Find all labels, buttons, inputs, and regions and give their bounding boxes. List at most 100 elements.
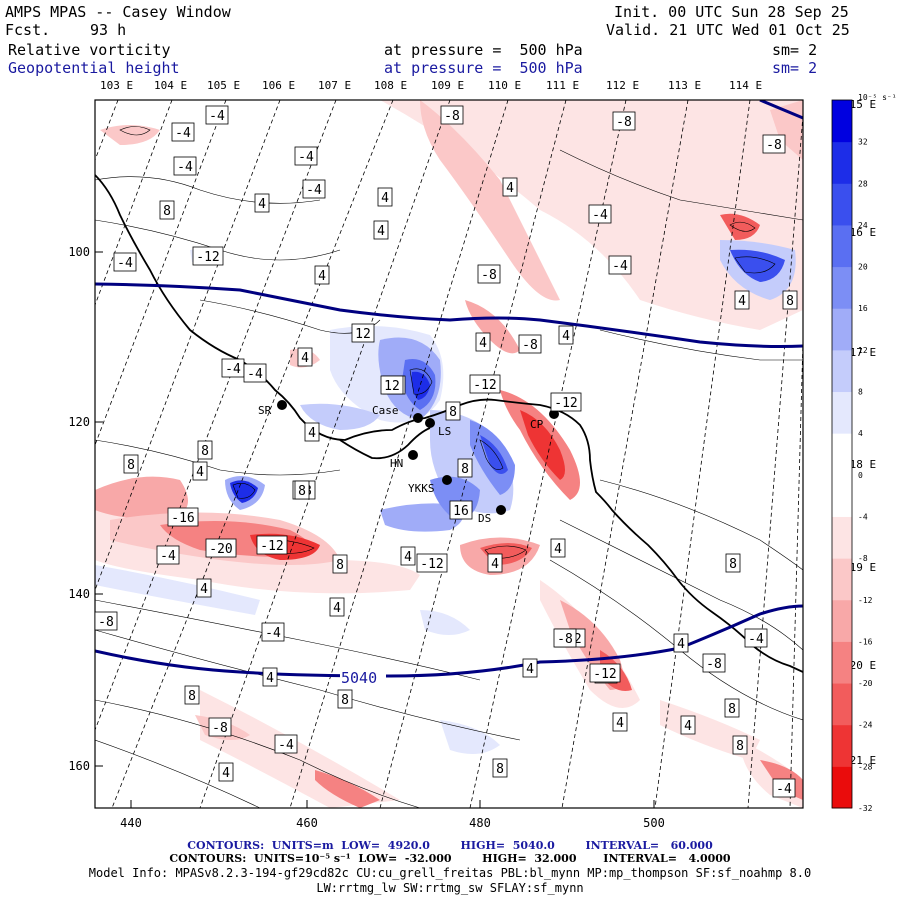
contour-label-box bbox=[302, 179, 326, 199]
contour-label-text: -4 bbox=[306, 183, 322, 198]
contour-label-box bbox=[522, 658, 538, 678]
contour-label-text: 8 bbox=[341, 693, 349, 708]
contour-label: 4 bbox=[314, 265, 330, 285]
contour-label: 12 bbox=[351, 323, 375, 343]
colorbar-segment bbox=[832, 766, 852, 809]
forecast-label: Fcst. bbox=[5, 21, 51, 39]
colorbar-tick-label: 8 bbox=[858, 388, 863, 397]
contour-label: -4 bbox=[744, 628, 768, 648]
colorbar-tick-label: -20 bbox=[858, 679, 873, 688]
contour-label-box bbox=[208, 717, 232, 737]
contour-label: 4 bbox=[400, 546, 416, 566]
contour-label-box bbox=[782, 290, 798, 310]
map-frame bbox=[94, 99, 804, 809]
contour-label-text: 8 bbox=[188, 689, 196, 704]
contour-label-text: -8 bbox=[481, 268, 497, 283]
contour-label: -12 bbox=[469, 374, 501, 394]
lon-label: 111 E bbox=[546, 79, 580, 92]
field2-name: Geopotential height bbox=[8, 59, 180, 77]
contour-label: -4 bbox=[261, 622, 285, 642]
contour-label-text: -12 bbox=[260, 539, 283, 554]
contour-label-box bbox=[558, 325, 574, 345]
field1-smoothing: sm= 2 bbox=[772, 41, 818, 59]
contour-label-box bbox=[673, 633, 689, 653]
height-contour-label: 5040 bbox=[341, 669, 377, 687]
contour-label: 12 bbox=[382, 375, 406, 395]
lon-label: 108 E bbox=[374, 79, 408, 92]
station-label-ls: LS bbox=[438, 425, 451, 438]
station-dot-cp bbox=[549, 409, 559, 419]
contour-label-box bbox=[171, 122, 195, 142]
field1-name: Relative vorticity bbox=[8, 41, 171, 59]
contour-label-box bbox=[416, 553, 448, 573]
contour-label: -8 bbox=[440, 105, 464, 125]
contour-label-box bbox=[612, 712, 628, 732]
contour-label-text: -4 bbox=[177, 160, 193, 175]
contour-label-text: 4 bbox=[333, 601, 341, 616]
colorbar-tick-label: 20 bbox=[858, 263, 868, 272]
contour-label: 4 bbox=[487, 553, 503, 573]
contour-label: -4 bbox=[156, 545, 180, 565]
station-dot-ykks bbox=[442, 475, 452, 485]
contour-label-text: 4 bbox=[258, 197, 266, 212]
contour-label-text: 4 bbox=[381, 191, 389, 206]
contour-label-text: 4 bbox=[562, 329, 570, 344]
station-label-ds: DS bbox=[478, 512, 491, 525]
vorticity-contours bbox=[95, 126, 803, 808]
lon-label: 106 E bbox=[262, 79, 296, 92]
contour-label-text: -12 bbox=[558, 632, 581, 647]
colorbar-tick-label: 0 bbox=[858, 471, 863, 480]
colorbar-segment bbox=[832, 308, 852, 351]
lon-label: 109 E bbox=[431, 79, 465, 92]
coastline bbox=[95, 174, 803, 673]
forecast-hour: 93 h bbox=[90, 21, 127, 39]
contour-label-box bbox=[329, 597, 345, 617]
contour-label-box bbox=[469, 374, 501, 394]
contour-label-box bbox=[457, 458, 473, 478]
colorbar-segment bbox=[832, 391, 852, 434]
contour-label: -8 bbox=[762, 134, 786, 154]
lon-label-right: 120 E bbox=[843, 659, 877, 672]
station-label-ykks: YKKS bbox=[408, 482, 435, 495]
contour-label-text: 4 bbox=[308, 426, 316, 441]
contour-label-box bbox=[608, 255, 632, 275]
contour-label: 4 bbox=[192, 461, 208, 481]
contour-label-text: 4 bbox=[377, 224, 385, 239]
contour-label-text: 8 bbox=[729, 557, 737, 572]
station-label-sr: SR bbox=[258, 404, 272, 417]
contour-label: -8 bbox=[702, 653, 726, 673]
contour-label: -8 bbox=[94, 611, 118, 631]
colorbar-tick-label: 28 bbox=[858, 179, 868, 188]
colorbar-segment bbox=[832, 599, 852, 642]
contour-label: -8 bbox=[292, 480, 316, 500]
contour-label-box bbox=[205, 538, 237, 558]
contour-label: -12 bbox=[554, 628, 586, 648]
contour-label: 4 bbox=[673, 633, 689, 653]
colorbar-tick-label: -32 bbox=[858, 804, 873, 813]
contour-label-text: -12 bbox=[420, 557, 443, 572]
contour-label: 4 bbox=[734, 290, 750, 310]
footer-model-info-2: LW:rrtmg_lw SW:rrtmg_sw SFLAY:sf_mynn bbox=[316, 881, 584, 895]
longitude-grid bbox=[95, 100, 803, 808]
station-markers: SR Case LS CP HN YKKS DS bbox=[258, 400, 559, 525]
contour-label-box bbox=[184, 685, 200, 705]
contour-label: -12 bbox=[256, 535, 288, 555]
contour-label: -4 bbox=[243, 363, 267, 383]
contour-label: 4 bbox=[522, 658, 538, 678]
contour-label-box bbox=[553, 628, 577, 648]
contour-label: 4 bbox=[550, 538, 566, 558]
contour-label-box bbox=[205, 105, 229, 125]
contour-label-text: -20 bbox=[209, 542, 232, 557]
contour-label-text: 8 bbox=[127, 458, 135, 473]
contour-label-text: -4 bbox=[278, 738, 294, 753]
contour-label: -12 bbox=[192, 246, 224, 266]
contour-label-text: 16 bbox=[453, 504, 469, 519]
contour-label: -4 bbox=[772, 778, 796, 798]
contour-label-text: -8 bbox=[557, 632, 573, 647]
y-tick-label: 140 bbox=[68, 587, 90, 601]
contour-label-box bbox=[173, 156, 197, 176]
contour-label: -4 bbox=[113, 252, 137, 272]
contour-label-text: 8 bbox=[736, 739, 744, 754]
